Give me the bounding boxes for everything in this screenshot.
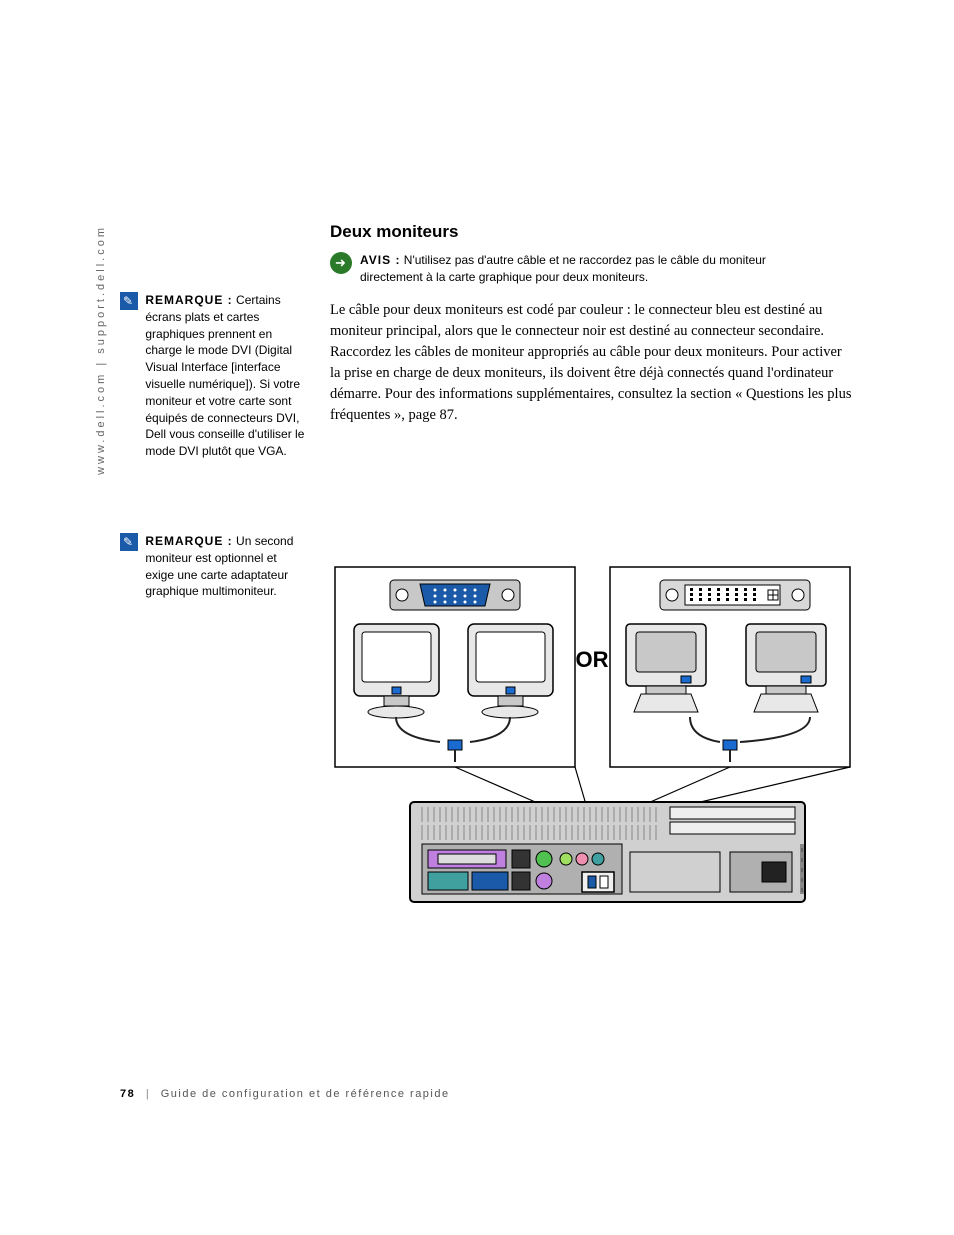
note-icon xyxy=(120,292,138,310)
page-footer: 78 | Guide de configuration et de référe… xyxy=(120,1088,450,1100)
section-heading: Deux moniteurs xyxy=(330,222,458,242)
avis-text: AVIS : N'utilisez pas d'autre câble et n… xyxy=(360,252,830,286)
remarque-text: Certains écrans plats et cartes graphiqu… xyxy=(145,293,304,458)
remarque-content-2: REMARQUE : Un second moniteur est option… xyxy=(145,533,305,600)
page-number: 78 xyxy=(120,1088,135,1100)
avis-block: AVIS : N'utilisez pas d'autre câble et n… xyxy=(330,252,840,286)
svg-text:OR: OR xyxy=(576,647,609,672)
remarque-content-1: REMARQUE : Certains écrans plats et cart… xyxy=(145,292,305,460)
remarque-label: REMARQUE : xyxy=(145,293,232,307)
footer-title: Guide de configuration et de référence r… xyxy=(161,1088,450,1100)
remarque-label: REMARQUE : xyxy=(145,534,232,548)
monitor-diagram: OR xyxy=(330,562,855,922)
footer-separator: | xyxy=(146,1088,150,1100)
remarque-block-1: REMARQUE : Certains écrans plats et cart… xyxy=(120,292,310,460)
remarque-block-2: REMARQUE : Un second moniteur est option… xyxy=(120,533,310,600)
note-icon xyxy=(120,533,138,551)
diagram-container: OR xyxy=(330,562,855,922)
avis-icon xyxy=(330,252,352,274)
body-paragraph: Le câble pour deux moniteurs est codé pa… xyxy=(330,300,855,426)
avis-body: N'utilisez pas d'autre câble et ne racco… xyxy=(360,253,766,284)
avis-label: AVIS : xyxy=(360,253,400,267)
vertical-url-text: www.dell.com | support.dell.com xyxy=(95,225,107,475)
